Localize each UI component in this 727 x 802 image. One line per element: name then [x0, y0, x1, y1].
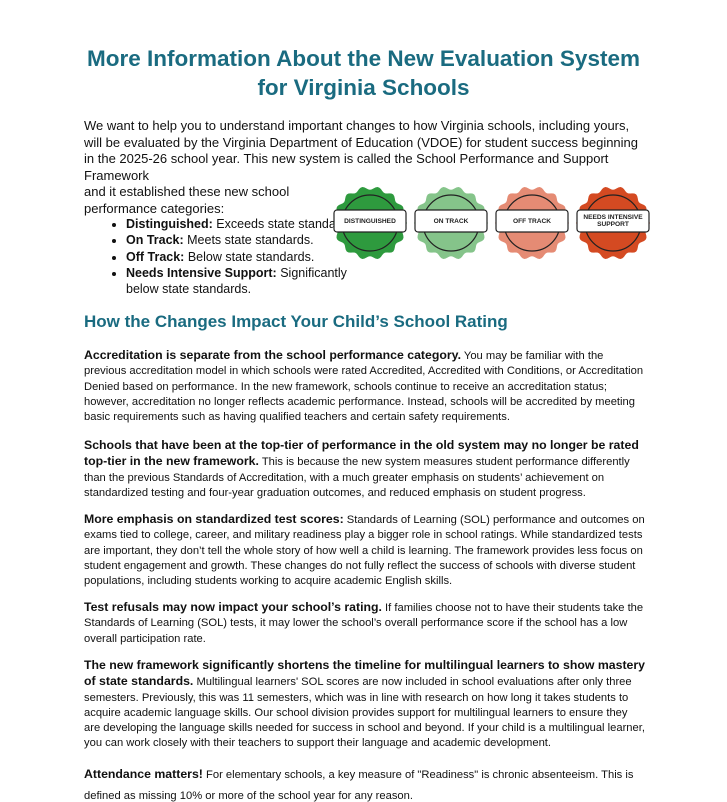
section-heading: How the Changes Impact Your Child’s Scho… — [84, 312, 508, 331]
category-list: Distinguished: Exceeds state standards. … — [104, 216, 366, 297]
paragraph-test-refusals: Test refusals may now impact your school… — [84, 600, 644, 645]
paragraph-test-scores: More emphasis on standardized test score… — [84, 512, 645, 588]
paragraph-multilingual: The new framework significantly shortens… — [84, 658, 646, 750]
seal-icon — [576, 187, 650, 259]
badge-needs-intensive-support: NEEDS INTENSIVE SUPPORT — [576, 186, 650, 260]
seal-icon — [333, 187, 407, 259]
seal-label-box — [333, 209, 407, 233]
badge-off-track: OFF TRACK — [495, 186, 569, 260]
paragraph-top-tier: Schools that have been at the top-tier o… — [84, 438, 639, 499]
page-title: More Information About the New Evaluatio… — [87, 46, 640, 100]
category-badges: DISTINGUISHED ON TRACK OFF TRACK NEEDS I… — [333, 186, 683, 260]
list-item: Distinguished: Exceeds state standards. — [126, 216, 366, 232]
badge-distinguished: DISTINGUISHED — [333, 186, 407, 260]
intro-paragraph: We want to help you to understand import… — [84, 118, 639, 216]
seal-icon — [495, 187, 569, 259]
seal-label-box — [414, 209, 488, 233]
list-item: Off Track: Below state standards. — [126, 249, 366, 265]
list-item: On Track: Meets state standards. — [126, 232, 366, 248]
seal-icon — [414, 187, 488, 259]
seal-label-box — [495, 209, 569, 233]
paragraph-accreditation: Accreditation is separate from the schoo… — [84, 348, 644, 424]
badge-on-track: ON TRACK — [414, 186, 488, 260]
paragraph-attendance: Attendance matters! For elementary schoo… — [84, 767, 634, 802]
list-item: Needs Intensive Support: Significantly b… — [126, 265, 366, 298]
seal-label-box — [576, 209, 650, 233]
